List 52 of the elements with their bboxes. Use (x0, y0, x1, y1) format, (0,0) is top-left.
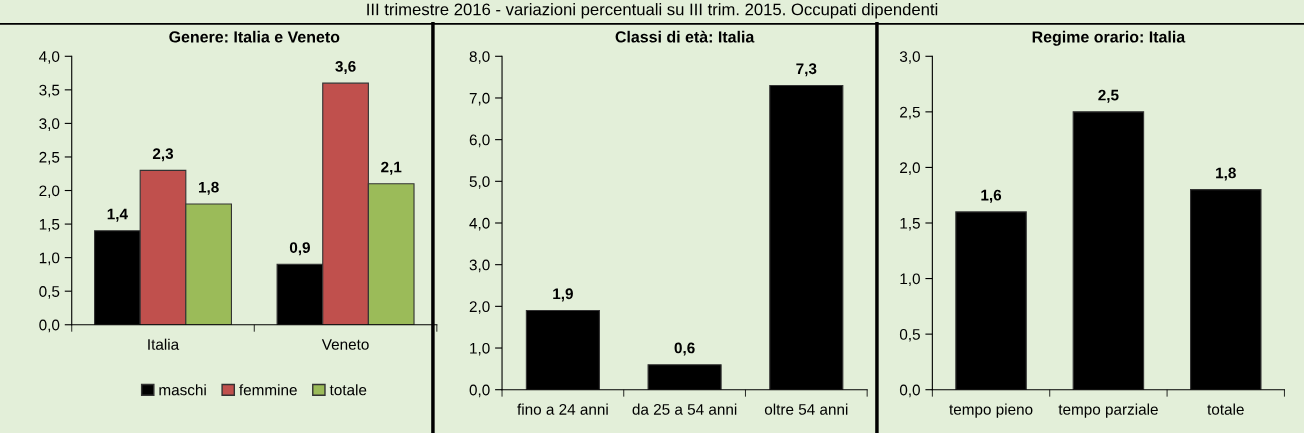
y-tick-label: 0,5 (899, 329, 920, 342)
y-tick-label: 7,0 (469, 92, 490, 106)
y-tick-label: 8,0 (469, 51, 490, 64)
y-tick-label: 3,0 (899, 51, 920, 64)
y-tick-label: 0,0 (39, 319, 60, 333)
text: III trimestre 2016 - variazioni percentuali su III trim. 2015. Occupati dipendenti (367, 3, 938, 19)
y-tick-label: 0,0 (899, 384, 920, 398)
chart-title: Regime orario: Italia (1032, 30, 1186, 46)
text: 0,9 (289, 242, 310, 256)
x-tick-label: Veneto (321, 339, 369, 350)
x-tick-label: tempo pieno (949, 403, 1033, 418)
text: 0,6 (674, 342, 695, 356)
y-tick-label: 1,0 (470, 342, 490, 356)
text: 7,3 (796, 63, 817, 77)
text: 2,3 (152, 148, 174, 162)
legend-label: maschi (159, 384, 206, 396)
y-tick-label: 3,0 (469, 259, 490, 273)
text: 2,5 (1098, 89, 1119, 103)
y-tick-label: 6,0 (469, 134, 490, 148)
y-tick-label: 2,0 (39, 185, 60, 199)
y-tick-label: 1,0 (900, 273, 920, 287)
x-tick-label: da 25 a 54 anni (632, 403, 737, 415)
y-tick-label: 0,0 (469, 384, 490, 398)
chart-title: Genere: Italia e Veneto (169, 30, 340, 43)
y-tick-label: 4,0 (469, 217, 490, 231)
y-tick-label: 2,5 (900, 106, 920, 120)
x-tick-label: fino a 24 anni (517, 403, 608, 415)
y-tick-label: 1,5 (900, 218, 920, 231)
text: 1,6 (981, 189, 1002, 203)
x-tick-label: tempo parziale (1058, 403, 1158, 418)
y-tick-label: 1,0 (39, 252, 60, 266)
y-tick-label: 3,0 (39, 118, 60, 131)
text: 2,1 (381, 161, 402, 175)
y-tick-label: 2,0 (469, 301, 490, 314)
text: 1,9 (553, 288, 573, 302)
y-tick-label: 2,5 (39, 151, 60, 165)
chart-title: Classi di età: Italia (615, 30, 755, 43)
x-tick-label: oltre 54 anni (764, 403, 848, 415)
x-tick-label: totale (1207, 403, 1244, 415)
y-tick-label: 5,0 (469, 176, 490, 189)
y-tick-label: 4,0 (39, 51, 60, 64)
text: 1,8 (1216, 167, 1236, 181)
legend-label: femmine (239, 384, 297, 396)
y-tick-label: 1,5 (39, 219, 60, 232)
y-tick-label: 2,0 (900, 162, 920, 175)
y-tick-label: 0,5 (39, 286, 60, 299)
text: 1,4 (107, 208, 128, 222)
y-tick-label: 3,5 (39, 84, 60, 98)
x-tick-label: Italia (148, 338, 180, 350)
text: 3,6 (335, 60, 356, 74)
legend-label: totale (329, 384, 367, 396)
text: 1,8 (198, 181, 219, 195)
